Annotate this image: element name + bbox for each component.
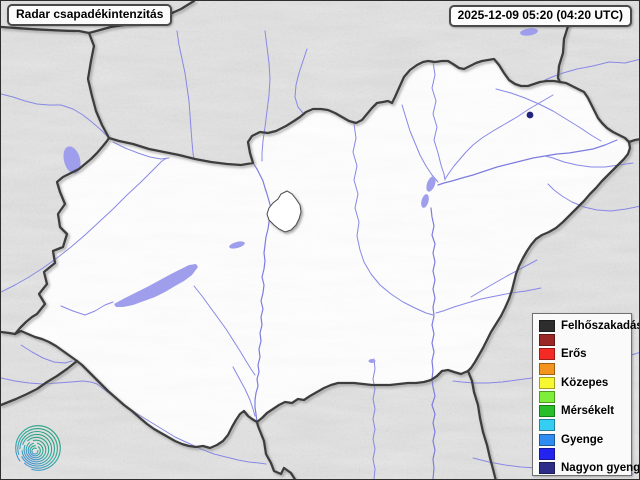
legend-item-label: Gyenge [561,433,604,446]
radar-echo [526,111,534,119]
legend-item: Mérsékelt [539,404,631,418]
border-at-sk [86,31,111,140]
lake-reservoir-ne [520,28,538,36]
legend-item [539,447,631,461]
legend-item-label: Mérsékelt [561,405,615,418]
lake-balaton [114,264,198,307]
river-ukraine-ne [495,88,602,142]
legend-color-swatch [539,447,555,460]
river-tisza-lower [430,207,436,479]
river-canal-south [372,358,376,479]
legend-color-swatch [539,362,555,375]
river-mura [20,344,73,364]
legend-color-swatch [539,391,555,404]
lake-tisza-south [421,194,429,208]
border-hr-srb [255,420,297,479]
border-ro-srb [466,369,497,479]
river-koros [435,287,542,314]
legend-item: Nagyon gyenge [539,461,639,475]
border-at-slo [1,330,17,336]
lakes [63,28,538,363]
legend-color-swatch [539,405,555,418]
legend-color-swatch [539,376,555,389]
border-sk-ua [556,21,571,84]
river-kapos [232,366,256,417]
river-mosoni-danube [112,141,170,160]
intensity-legend: Felhőszakadás Erős Közepes Mérsékelt [532,313,639,476]
river-danube [252,162,272,423]
river-koros-north [470,259,538,298]
legend-item-label: Erős [561,348,587,361]
river-ipoly [294,48,308,114]
river-danube-upstream [1,93,110,139]
legend-item: Gyenge [539,433,631,447]
lake-velence [229,241,245,249]
legend-item: Közepes [539,376,631,390]
river-hron [261,30,271,162]
legend-item-label: Közepes [561,376,609,389]
river-tisza-upper [437,139,618,186]
legend-color-swatch [539,433,555,446]
legend-color-swatch [539,461,555,474]
border-cz-at [1,25,91,35]
timestamp: 2025-12-09 05:20 (04:20 UTC) [448,5,632,27]
lake-ferto [63,146,81,174]
radar-echo-layer [526,111,534,119]
legend-item [539,333,631,347]
river-hernad [431,61,446,181]
river-sio [193,285,256,376]
river-drava-upstream [1,377,98,385]
legend-item: Erős [539,347,631,361]
river-somes [547,183,639,212]
river-vah [176,30,195,160]
legend-item [539,390,631,404]
river-sajo [401,104,439,183]
legend-item [539,418,631,432]
map-title: Radar csapadékintenzitás [7,4,173,26]
met-service-spiral-logo [15,425,61,471]
legend-item: Felhőszakadás [539,319,639,333]
lake-tisza-north [426,176,436,192]
river-raba [1,157,168,293]
legend-color-swatch [539,419,555,432]
river-zala [60,301,114,316]
border-slo-hr [1,359,79,407]
lake-feher-to [368,359,376,363]
legend-color-swatch [539,348,555,361]
legend-item [539,362,631,376]
legend-item-label: Felhőszakadás [561,320,640,333]
river-bodrog [444,94,554,180]
budapest-outline [266,190,302,233]
legend-color-swatch [539,320,555,333]
river-latorica [544,58,639,81]
border-ua-ro [627,138,639,144]
river-zagyva [352,123,434,316]
legend-color-swatch [539,334,555,347]
legend-item-label: Nagyon gyenge [561,461,640,474]
